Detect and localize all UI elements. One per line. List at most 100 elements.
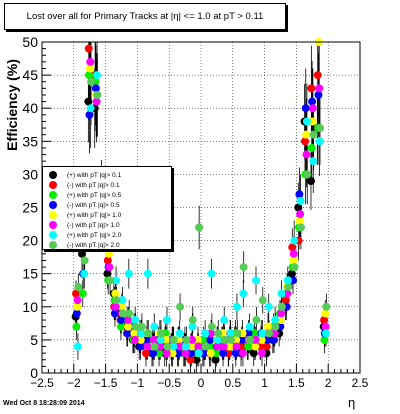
legend-marker-icon (49, 211, 57, 219)
data-point (238, 349, 247, 358)
data-point (232, 302, 241, 311)
data-point (207, 329, 216, 338)
data-point (296, 196, 305, 205)
data-point (175, 342, 184, 351)
data-point (277, 289, 286, 298)
data-point (296, 223, 305, 232)
legend-entry: (+) with pT |q|> 2.0 (47, 230, 121, 240)
data-point (226, 335, 235, 344)
data-point (106, 276, 115, 285)
data-point (150, 322, 159, 331)
data-point (80, 269, 89, 278)
data-point (124, 322, 133, 331)
data-point (303, 170, 312, 179)
data-point (315, 137, 324, 146)
data-point (219, 342, 228, 351)
data-point (123, 329, 132, 338)
data-point (258, 296, 267, 305)
data-point (201, 329, 210, 338)
data-point (103, 256, 112, 265)
x-tick-label: 2 (325, 376, 332, 390)
data-point (130, 329, 139, 338)
legend-label: (+) with pT |q|> 0.5 (67, 191, 122, 199)
data-point (136, 342, 145, 351)
data-point (207, 269, 216, 278)
data-point (201, 342, 210, 351)
footer-timestamp: Wed Oct 8 18:28:09 2014 (3, 400, 85, 407)
data-point (105, 263, 114, 272)
legend-marker-icon (49, 231, 57, 239)
data-point (296, 210, 305, 219)
data-point (271, 316, 280, 325)
y-tick-label: 25 (22, 200, 38, 216)
data-point (206, 335, 215, 344)
data-point (103, 269, 112, 278)
legend-label: (-) with pT |q|> 2.0 (67, 241, 120, 249)
data-point (195, 223, 204, 232)
legend-marker-icon (49, 191, 57, 199)
data-point (213, 335, 222, 344)
data-point (294, 203, 303, 212)
data-point (302, 117, 311, 126)
data-point (251, 335, 260, 344)
legend-marker-icon (49, 241, 57, 249)
legend-label: (-) with pT |q|> 1.0 (67, 221, 120, 229)
data-point (194, 342, 203, 351)
data-point (169, 335, 178, 344)
data-point (162, 316, 171, 325)
data-point (308, 104, 317, 113)
data-point (141, 349, 150, 358)
legend-entry: (-) with pT |q|> 0.5 (47, 200, 120, 210)
data-point (125, 309, 134, 318)
data-point (258, 329, 267, 338)
data-point (84, 44, 93, 53)
data-point (72, 322, 81, 331)
data-point (142, 335, 151, 344)
x-tick-label: −0.5 (157, 376, 181, 390)
chart-title: Lost over all for Primary Tracks at |η| … (26, 11, 264, 22)
y-tick-label: 15 (22, 266, 38, 282)
x-tick-label: −2 (67, 376, 81, 390)
data-point (252, 316, 261, 325)
data-point (302, 150, 311, 159)
y-tick-label: 10 (22, 299, 38, 315)
data-point (211, 355, 220, 364)
data-point (246, 335, 255, 344)
data-point (93, 71, 102, 80)
data-point (314, 90, 323, 99)
axes: −2.5 −2 −1.5 −1 −0.5 0 0.5 1 1.5 2 2.5 0 5 10 15 20 25 30… (22, 34, 368, 390)
data-point (244, 342, 253, 351)
legend-label: (+) with pT |q|> 1.0 (67, 211, 122, 219)
data-point (233, 329, 242, 338)
data-point (118, 309, 127, 318)
data-point (85, 71, 94, 80)
data-point (74, 282, 83, 291)
data-point (86, 104, 95, 113)
x-tick-label: −1 (131, 376, 145, 390)
data-point (130, 335, 139, 344)
data-point (188, 322, 197, 331)
data-point (307, 84, 316, 93)
data-point (168, 349, 177, 358)
data-point (116, 322, 125, 331)
data-point (175, 329, 184, 338)
data-point (295, 190, 304, 199)
legend-label: (-) with pT |q|> 0.5 (67, 201, 120, 209)
data-point (321, 322, 330, 331)
data-point (187, 349, 196, 358)
data-point (144, 329, 153, 338)
data-point (238, 335, 247, 344)
data-point (156, 329, 165, 338)
data-point (309, 157, 318, 166)
data-point (207, 322, 216, 331)
data-point (187, 342, 196, 351)
data-point (73, 302, 82, 311)
data-point (192, 355, 201, 364)
data-point (87, 77, 96, 86)
legend-label: (+) with pT |q|> 2.0 (67, 231, 122, 239)
data-point (220, 335, 229, 344)
y-tick-label: 45 (22, 67, 38, 83)
legend-marker-icon (49, 181, 57, 189)
data-point (322, 302, 331, 311)
data-point (131, 316, 140, 325)
